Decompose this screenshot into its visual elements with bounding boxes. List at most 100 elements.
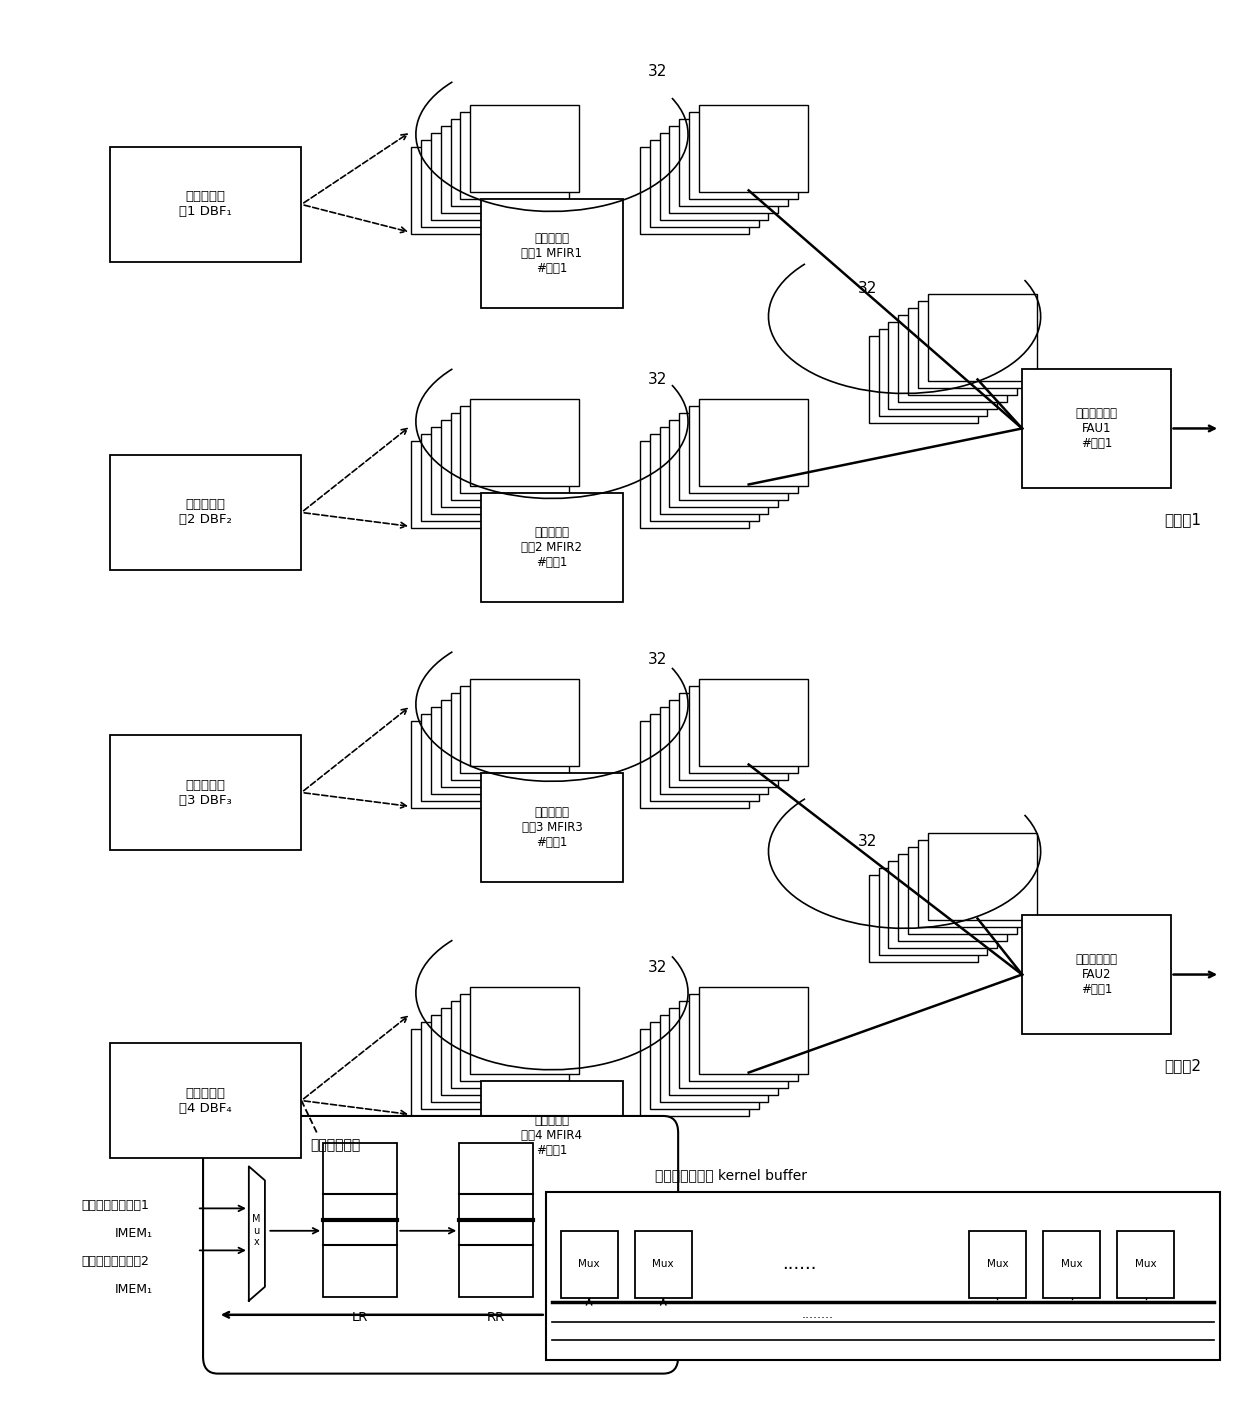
Text: Mux: Mux [652, 1260, 675, 1270]
Bar [470, 105, 579, 192]
Bar [869, 337, 977, 422]
Bar [660, 1016, 769, 1101]
Bar [410, 147, 520, 234]
Bar [470, 679, 579, 766]
Bar [459, 1142, 533, 1296]
Text: 输入神经元缓存器2: 输入神经元缓存器2 [82, 1256, 150, 1268]
Text: ......: ...... [782, 1256, 817, 1274]
Bar [430, 133, 539, 220]
Bar [324, 1142, 397, 1296]
Text: Mux: Mux [987, 1260, 1008, 1270]
Bar [450, 1002, 559, 1087]
Text: 32: 32 [647, 65, 667, 79]
Bar [699, 679, 808, 766]
Bar [420, 1023, 529, 1108]
Text: 数据缓冲单
元2 DBF₂: 数据缓冲单 元2 DBF₂ [179, 498, 232, 526]
Bar [440, 419, 549, 506]
Bar [689, 405, 799, 492]
Bar [1022, 369, 1171, 488]
Bar [689, 686, 799, 773]
Text: 多路多出滤
波全3 MFIR3
#通道1: 多路多出滤 波全3 MFIR3 #通道1 [522, 805, 583, 849]
Text: RR: RR [487, 1310, 506, 1324]
Bar [640, 147, 749, 234]
Text: ........: ........ [802, 1308, 835, 1322]
Bar [640, 1030, 749, 1115]
Bar [699, 988, 808, 1073]
Bar [699, 398, 808, 485]
Bar [109, 455, 301, 570]
Text: LR: LR [352, 1310, 368, 1324]
Text: 卷积核缓冲单元 kernel buffer: 卷积核缓冲单元 kernel buffer [656, 1167, 807, 1181]
Bar [109, 735, 301, 850]
Bar [680, 693, 789, 780]
Bar [889, 323, 997, 408]
Bar [908, 847, 1017, 934]
Text: 32: 32 [647, 960, 667, 975]
Bar [481, 773, 622, 882]
Bar [109, 147, 301, 262]
Text: 输出行1: 输出行1 [1164, 512, 1202, 528]
Bar [660, 427, 769, 513]
Bar [470, 988, 579, 1073]
Text: 多路多出滤
波全1 MFIR1
#通道1: 多路多出滤 波全1 MFIR1 #通道1 [522, 231, 583, 275]
Bar [908, 309, 1017, 394]
Bar [660, 707, 769, 794]
Bar [650, 434, 759, 521]
Bar [440, 1009, 549, 1094]
Bar [450, 119, 559, 206]
FancyBboxPatch shape [203, 1115, 678, 1374]
Text: 32: 32 [647, 652, 667, 666]
Bar [1117, 1230, 1174, 1298]
Bar [680, 412, 789, 499]
Bar [898, 316, 1007, 401]
Text: 快速累加单元
FAU2
#通道1: 快速累加单元 FAU2 #通道1 [1075, 953, 1117, 996]
Bar [109, 1044, 301, 1157]
Bar [470, 398, 579, 485]
Bar [689, 112, 799, 199]
Text: 数据缓冲单
元4 DBF₄: 数据缓冲单 元4 DBF₄ [180, 1086, 232, 1114]
Bar [670, 126, 779, 213]
Bar [898, 854, 1007, 941]
Bar [450, 693, 559, 780]
Bar [650, 714, 759, 801]
Bar [660, 133, 769, 220]
Text: 数据缓冲单
元1 DBF₁: 数据缓冲单 元1 DBF₁ [179, 191, 232, 219]
Bar [640, 721, 749, 808]
Text: IMEM₁: IMEM₁ [115, 1228, 154, 1240]
Bar [928, 295, 1037, 380]
Bar [430, 1016, 539, 1101]
Bar [689, 995, 799, 1080]
Bar [680, 1002, 789, 1087]
Bar [670, 700, 779, 787]
Text: 数据缓冲单
元3 DBF₃: 数据缓冲单 元3 DBF₃ [179, 779, 232, 807]
Text: 数据缓冲单元: 数据缓冲单元 [310, 1138, 361, 1152]
Bar [680, 119, 789, 206]
Bar [640, 441, 749, 528]
Text: IMEM₁: IMEM₁ [115, 1284, 154, 1296]
Bar [918, 840, 1027, 927]
Text: 32: 32 [858, 833, 877, 849]
Text: 输入神经元缓存器1: 输入神经元缓存器1 [82, 1200, 150, 1212]
Bar [650, 140, 759, 227]
Bar [879, 868, 987, 955]
Bar [430, 707, 539, 794]
Bar [481, 1080, 622, 1190]
Bar [869, 875, 977, 962]
Bar [968, 1230, 1025, 1298]
Bar [460, 995, 569, 1080]
Bar [410, 1030, 520, 1115]
Bar [635, 1230, 692, 1298]
Polygon shape [249, 1166, 265, 1301]
Bar [460, 405, 569, 492]
Bar [410, 441, 520, 528]
Bar [650, 1023, 759, 1108]
Text: 输出行2: 输出行2 [1164, 1058, 1202, 1073]
Bar [1043, 1230, 1100, 1298]
Bar [670, 419, 779, 506]
Bar [460, 112, 569, 199]
Text: 32: 32 [647, 372, 667, 387]
Text: 多路多出滤
波全4 MFIR4
#通道1: 多路多出滤 波全4 MFIR4 #通道1 [522, 1114, 583, 1157]
Bar [481, 492, 622, 602]
Bar [481, 199, 622, 309]
Text: 32: 32 [858, 281, 877, 296]
